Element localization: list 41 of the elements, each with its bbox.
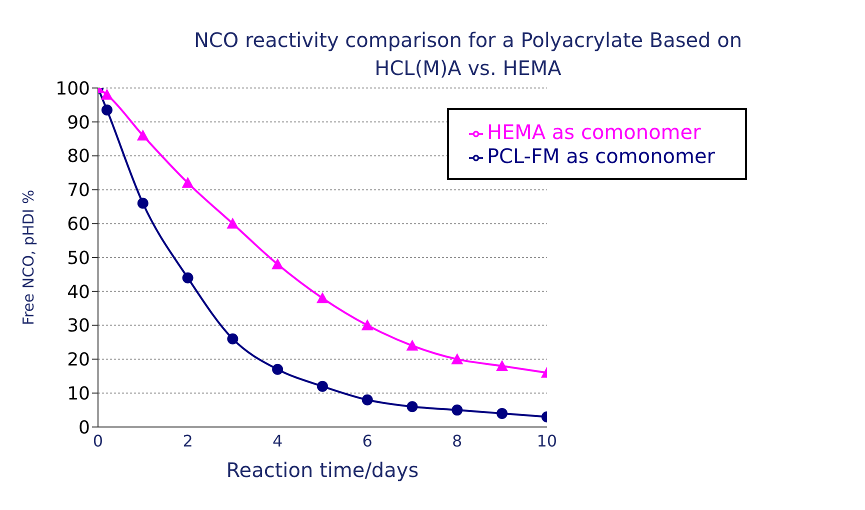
y-tick-label: 10 [67,383,90,404]
x-tick-label: 4 [272,431,283,450]
y-tick-label: 40 [67,282,90,303]
y-tick-label: 60 [67,214,90,235]
point [100,88,113,100]
chart-title: NCO reactivity comparison for a Polyacrylate Based on HCL(M)A vs. HEMA [192,27,744,82]
point [496,408,508,419]
point [227,333,238,344]
y-tick-label: 70 [67,180,90,202]
x-tick-label: 0 [92,431,104,450]
y-tick-label: 30 [67,316,90,337]
legend-label: PCL-FM as comonomer [486,144,715,168]
point [406,340,418,351]
point [362,394,373,406]
point [272,364,284,375]
legend-label: HEMA as comonomer [486,120,701,144]
point [316,380,328,392]
y-tick-label: 50 [67,248,90,269]
y-tick-label: 80 [67,146,90,168]
point [272,258,284,270]
point [406,401,418,412]
point [452,404,463,416]
x-tick-label: 10 [536,431,558,450]
point [451,353,464,364]
point [101,104,112,116]
y-tick-label: 90 [67,112,90,134]
point [137,198,148,209]
point [496,360,508,371]
point [182,272,194,284]
x-tick-label: 8 [452,431,462,450]
point [182,176,194,188]
x-tick-label: 6 [362,431,372,450]
point [316,292,328,304]
y-axis-title: Free NCO, pHDI % [19,190,38,326]
point [361,319,374,330]
x-axis-title: Reaction time/days [226,458,419,482]
point [226,218,239,229]
point [136,129,149,140]
y-tick-label: 100 [56,78,90,100]
y-tick-label: 20 [67,350,90,371]
x-tick-label: 2 [182,431,193,450]
